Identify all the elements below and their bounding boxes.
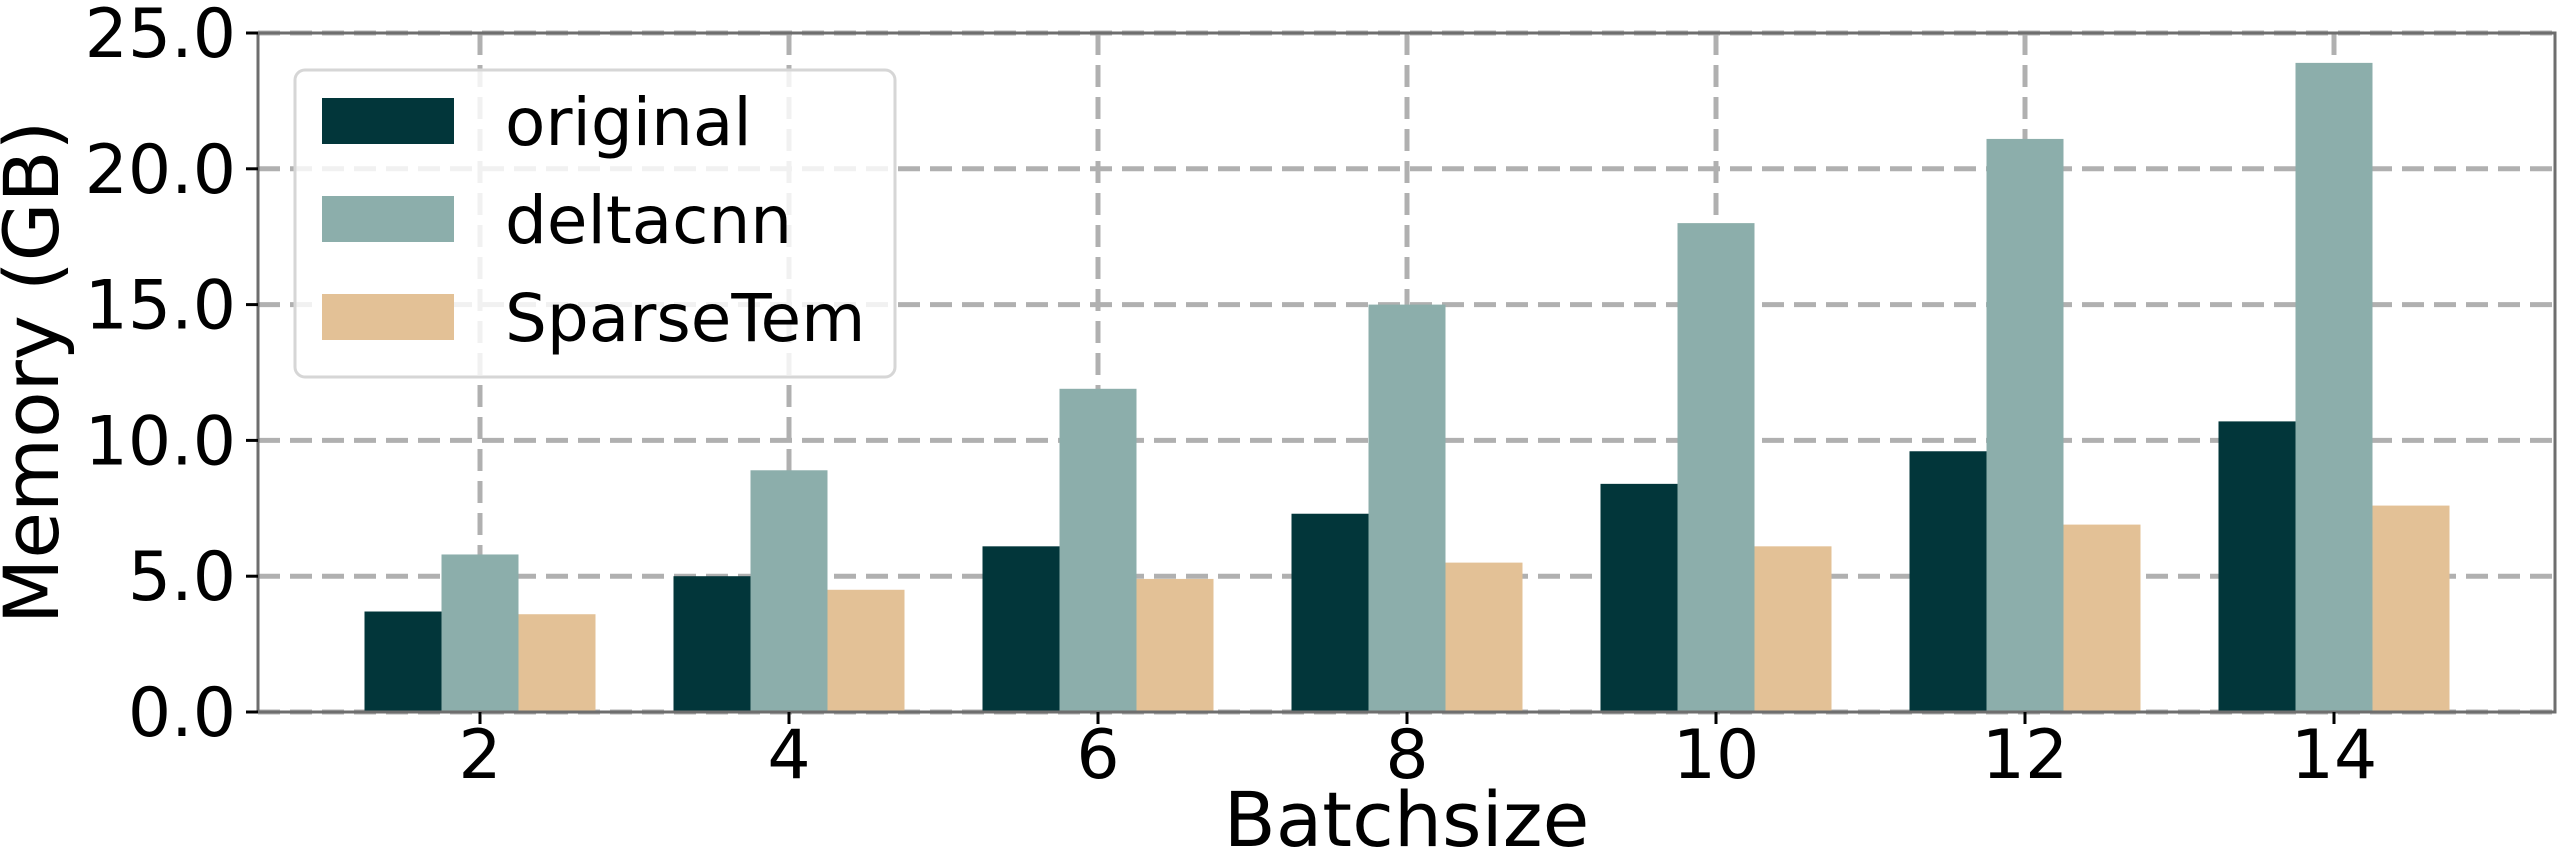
bar-SparseTem-6 [1136,578,1214,712]
bar-deltacnn-12 [1986,138,2064,712]
bar-deltacnn-4 [750,470,828,712]
legend-swatch-original [322,98,454,144]
legend-label-deltacnn: deltacnn [505,182,792,259]
bar-original-12 [1909,451,1987,712]
bar-original-10 [1600,483,1678,712]
bar-SparseTem-2 [518,614,596,712]
legend-swatch-deltacnn [322,196,454,242]
bar-SparseTem-4 [827,589,905,712]
bar-SparseTem-8 [1445,562,1523,712]
bar-deltacnn-2 [441,554,519,712]
x-tick-label: 12 [1982,716,2069,795]
y-tick-label: 5.0 [128,538,236,617]
y-axis: 0.0 5.0 10.0 15.0 20.0 25.0 [85,0,258,753]
bar-deltacnn-10 [1677,223,1755,712]
bar-deltacnn-6 [1059,388,1137,712]
x-axis-title: Batchsize [1224,775,1590,857]
x-tick-label: 6 [1076,716,1119,795]
bar-original-8 [1291,513,1369,712]
bar-SparseTem-10 [1754,546,1832,712]
bar-deltacnn-14 [2295,62,2373,713]
bar-original-6 [982,546,1060,712]
bar-original-4 [673,576,751,712]
x-tick-label: 4 [767,716,810,795]
y-tick-label: 10.0 [85,402,236,481]
bars [364,62,2450,713]
y-tick-label: 0.0 [128,674,236,753]
y-axis-title: Memory (GB) [0,121,76,625]
y-tick-label: 25.0 [85,0,236,74]
x-tick-label: 14 [2291,716,2378,795]
bar-deltacnn-8 [1368,304,1446,712]
y-tick-label: 15.0 [85,267,236,346]
bar-SparseTem-14 [2372,505,2450,712]
bar-SparseTem-12 [2063,524,2141,712]
x-axis: 2 4 6 8 10 12 14 [458,712,2377,795]
bar-original-14 [2218,421,2296,712]
x-tick-label: 2 [458,716,501,795]
legend: original deltacnn SparseTem [293,68,897,379]
legend-label-SparseTem: SparseTem [505,280,865,357]
x-tick-label: 10 [1673,716,1760,795]
bar-original-2 [364,611,442,712]
legend-label-original: original [505,84,752,161]
legend-swatch-SparseTem [322,294,454,340]
y-tick-label: 20.0 [85,131,236,210]
x-tick-label: 8 [1385,716,1428,795]
